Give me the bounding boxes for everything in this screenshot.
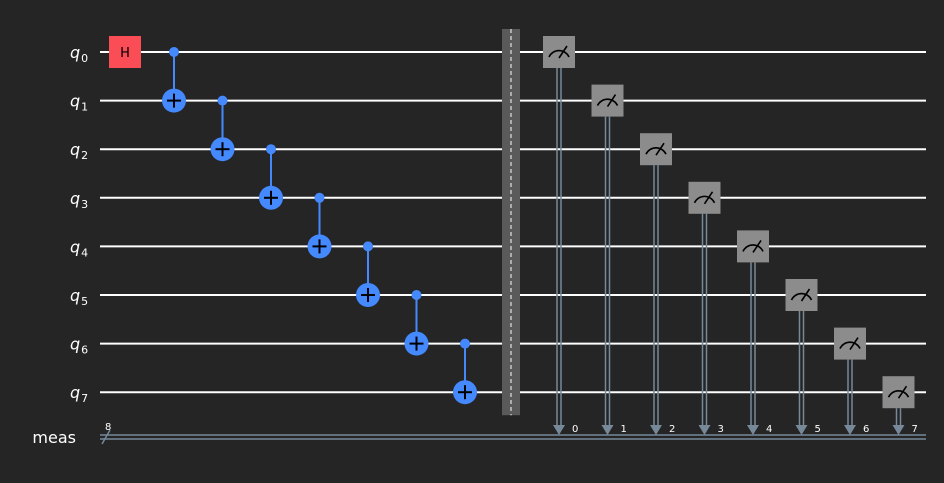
measure-arrow-icon: [553, 425, 565, 435]
control-dot-icon: [363, 241, 373, 252]
cnot-target-icon: [307, 234, 332, 259]
measure-arrow-icon: [844, 425, 856, 435]
meter-icon: [834, 327, 866, 360]
qubit-index: 3: [81, 198, 88, 211]
cnot-target-icon: [259, 185, 283, 210]
register-bundle-slash: [101, 429, 111, 445]
h-gate: [109, 36, 141, 68]
cnot-target-icon: [453, 380, 477, 405]
meter-icon: [785, 279, 818, 311]
qubit-label-prefix: q: [70, 43, 80, 62]
control-dot-icon: [266, 144, 276, 155]
cnot-target-icon: [404, 331, 429, 356]
meter-icon: [591, 84, 624, 117]
qubit-label: q7: [70, 383, 88, 405]
classical-bit-index: 2: [669, 424, 675, 435]
meter-icon: [543, 36, 575, 68]
qubit-label: q2: [70, 140, 88, 162]
meter-icon: [640, 133, 672, 166]
qubit-label-prefix: q: [70, 237, 80, 256]
measure-arrow-icon: [698, 425, 711, 435]
cnot-target-icon: [162, 88, 186, 113]
qubit-index: 6: [81, 344, 88, 357]
qubit-label-prefix: q: [70, 189, 80, 208]
qubit-index: 5: [81, 295, 88, 308]
cnot-target-icon: [210, 137, 235, 162]
qubit-label: q3: [70, 189, 88, 211]
classical-bit-index: 4: [766, 424, 772, 435]
classical-bit-index: 1: [621, 424, 627, 435]
measure-arrow-icon: [601, 425, 614, 435]
qubit-label: q4: [70, 237, 88, 259]
meter-icon: [882, 376, 915, 409]
control-dot-icon: [411, 290, 422, 300]
classical-bit-index: 5: [815, 424, 821, 435]
classical-bit-index: 0: [572, 424, 578, 435]
qubit-label-prefix: q: [70, 92, 80, 111]
classical-bit-index: 7: [912, 424, 918, 435]
measure-arrow-icon: [892, 425, 905, 435]
control-dot-icon: [217, 95, 228, 106]
measure-arrow-icon: [795, 425, 808, 435]
qubit-label-prefix: q: [70, 140, 80, 159]
register-width-label: 8: [105, 422, 111, 433]
control-dot-icon: [460, 338, 470, 349]
qubit-label-prefix: q: [70, 335, 80, 354]
qubit-label-prefix: q: [70, 286, 80, 305]
classical-bit-index: 6: [863, 424, 869, 435]
measure-arrow-icon: [650, 425, 662, 435]
barrier: [502, 29, 520, 416]
qubit-label: q0: [70, 43, 88, 65]
h-gate-label: H: [120, 46, 130, 61]
classical-bit-index: 3: [718, 424, 724, 435]
qubit-index: 7: [81, 392, 88, 405]
qubit-index: 1: [81, 101, 88, 114]
qubit-index: 4: [81, 246, 88, 259]
qubit-label: q6: [70, 335, 88, 357]
control-dot-icon: [314, 192, 325, 203]
qubit-index: 2: [81, 149, 88, 162]
cnot-target-icon: [356, 283, 380, 307]
qubit-label-prefix: q: [70, 383, 80, 402]
qubit-label: q5: [70, 286, 88, 308]
qubit-label: q1: [70, 92, 88, 114]
classical-register-label: meas: [32, 428, 76, 447]
control-dot-icon: [169, 47, 179, 57]
measure-arrow-icon: [747, 425, 759, 435]
qubit-index: 0: [81, 52, 88, 65]
meter-icon: [737, 230, 769, 263]
meter-icon: [688, 181, 721, 214]
